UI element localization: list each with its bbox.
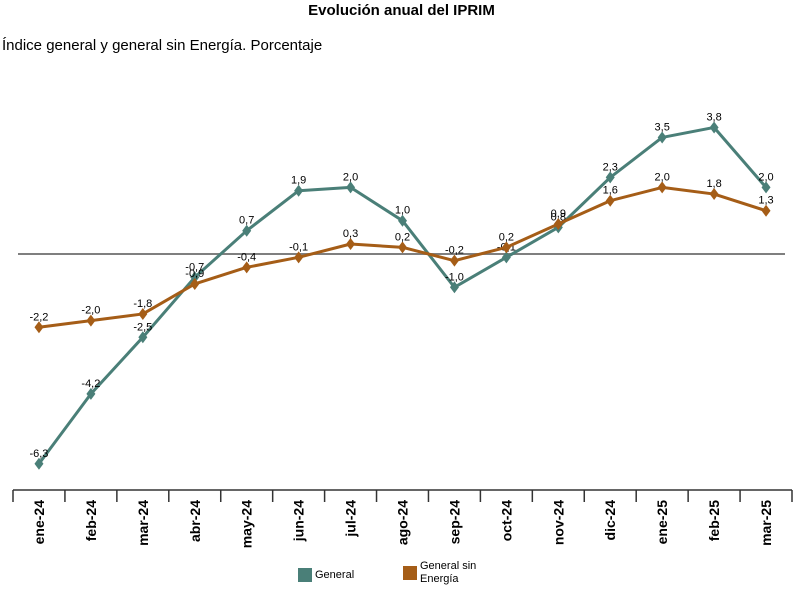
data-point-general[interactable] <box>138 331 148 344</box>
data-point-general[interactable] <box>398 214 407 227</box>
data-label-general-sin-energia: 0,9 <box>551 208 566 220</box>
data-point-general[interactable] <box>605 171 615 184</box>
data-label-general-sin-energia: 2,0 <box>655 171 670 183</box>
x-tick-label: mar-25 <box>758 500 774 546</box>
data-label-general-sin-energia: -0,1 <box>289 241 308 253</box>
data-point-general[interactable] <box>242 224 252 237</box>
data-label-general-sin-energia: -2,0 <box>81 305 100 317</box>
data-point-general[interactable] <box>709 121 719 134</box>
data-point-general-sin-energia[interactable] <box>34 321 44 334</box>
data-label-general: 3,5 <box>655 121 670 133</box>
data-point-general-sin-energia[interactable] <box>761 204 771 217</box>
chart-title: Evolución anual del IPRIM <box>308 2 495 19</box>
data-point-general-sin-energia[interactable] <box>190 277 200 290</box>
data-label-general: -1,0 <box>445 271 464 283</box>
data-point-general-sin-energia[interactable] <box>501 241 511 254</box>
legend-label-general: General <box>315 568 355 581</box>
data-point-general[interactable] <box>294 184 304 197</box>
x-tick-label: feb-25 <box>706 500 722 541</box>
data-point-general-sin-energia[interactable] <box>86 314 96 327</box>
x-tick-label: may-24 <box>239 500 255 548</box>
legend-swatch-general-sin-energia <box>403 566 417 580</box>
data-label-general: 2,0 <box>758 171 773 183</box>
data-point-general-sin-energia[interactable] <box>138 307 148 320</box>
legend-item-general[interactable]: General <box>298 568 354 582</box>
data-label-general: 2,3 <box>603 161 618 173</box>
data-label-general-sin-energia: -0,9 <box>185 268 204 280</box>
data-label-general-sin-energia: 1,8 <box>706 178 721 190</box>
legend-item-general-sin-energia[interactable]: General sin Energía <box>403 560 490 586</box>
chart-subtitle: Índice general y general sin Energía. Po… <box>2 37 323 54</box>
data-label-general-sin-energia: -0,4 <box>237 251 256 263</box>
data-label-general: 3,8 <box>706 111 721 123</box>
data-label-general: -2,5 <box>133 321 152 333</box>
x-tick-label: ene-25 <box>654 500 670 545</box>
x-tick-label: abr-24 <box>187 500 203 542</box>
data-label-general: -0,7 <box>185 261 204 273</box>
data-label-general: 1,0 <box>395 205 410 217</box>
x-tick-label: oct-24 <box>498 500 514 541</box>
data-point-general[interactable] <box>34 457 44 470</box>
data-label-general: 2,0 <box>343 171 358 183</box>
legend-label-general-sin-energia: General sin Energía <box>420 560 477 585</box>
data-point-general-sin-energia[interactable] <box>605 194 615 207</box>
data-point-general-sin-energia[interactable] <box>242 261 252 274</box>
data-label-general: -6,3 <box>29 448 48 460</box>
data-label-general-sin-energia: 0,2 <box>499 231 514 243</box>
data-point-general[interactable] <box>346 181 356 194</box>
data-point-general-sin-energia[interactable] <box>709 188 719 201</box>
data-point-general-sin-energia[interactable] <box>398 241 407 254</box>
data-label-general: 0,8 <box>551 211 566 223</box>
x-tick-label: sep-24 <box>446 500 462 545</box>
data-point-general[interactable] <box>190 271 200 284</box>
data-label-general-sin-energia: 1,6 <box>603 185 618 197</box>
data-point-general[interactable] <box>86 387 96 400</box>
data-label-general: 0,7 <box>239 215 254 227</box>
data-label-general-sin-energia: -0,2 <box>445 245 464 257</box>
data-label-general-sin-energia: 1,3 <box>758 195 773 207</box>
data-label-general-sin-energia: 0,3 <box>343 228 358 240</box>
data-point-general[interactable] <box>761 181 771 194</box>
x-tick-label: feb-24 <box>83 500 99 541</box>
x-tick-label: ago-24 <box>395 500 411 545</box>
data-label-general-sin-energia: -2,2 <box>29 311 48 323</box>
legend-swatch-general <box>298 568 312 582</box>
x-tick-label: dic-24 <box>602 500 618 541</box>
x-tick-label: nov-24 <box>550 500 566 545</box>
data-point-general-sin-energia[interactable] <box>294 251 304 264</box>
data-label-general-sin-energia: 0,2 <box>395 231 410 243</box>
data-point-general-sin-energia[interactable] <box>657 181 667 194</box>
data-point-general[interactable] <box>449 281 459 294</box>
x-tick-label: mar-24 <box>135 500 151 546</box>
data-point-general-sin-energia[interactable] <box>346 238 356 251</box>
data-label-general: -4,2 <box>81 378 100 390</box>
data-point-general-sin-energia[interactable] <box>553 218 563 231</box>
x-tick-label: jul-24 <box>343 500 359 538</box>
data-label-general-sin-energia: -1,8 <box>133 298 152 310</box>
data-label-general: 1,9 <box>291 175 306 187</box>
data-point-general-sin-energia[interactable] <box>449 254 459 267</box>
x-tick-label: ene-24 <box>31 500 47 545</box>
data-point-general[interactable] <box>657 131 667 144</box>
x-tick-label: jun-24 <box>291 500 307 542</box>
data-point-general[interactable] <box>501 251 511 264</box>
